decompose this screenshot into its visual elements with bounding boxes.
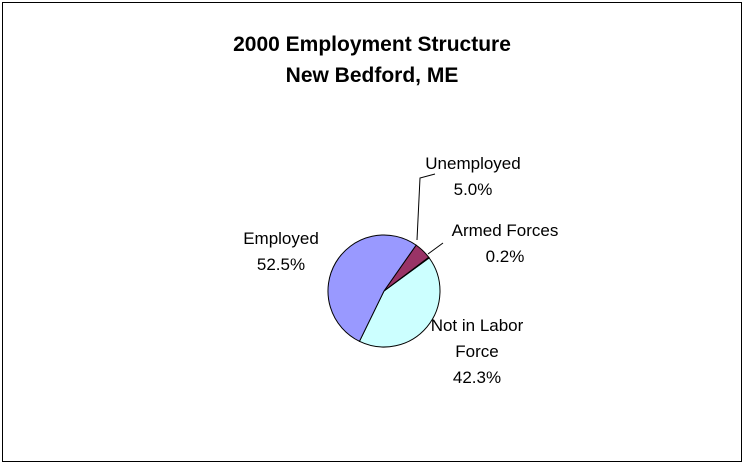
chart-subtitle: New Bedford, ME (286, 64, 459, 87)
slice-name-label: Unemployed (425, 154, 520, 173)
leader-lines (416, 173, 444, 255)
slice-value-label: 0.2% (486, 247, 525, 266)
chart-title: 2000 Employment Structure (233, 33, 511, 56)
slice-label-armed-forces: Armed Forces 0.2% (452, 221, 559, 266)
slice-value-label: 5.0% (454, 180, 493, 199)
pie-chart: 2000 Employment Structure New Bedford, M… (233, 33, 558, 387)
slice-labels: Employed 52.5% Unemployed 5.0% Armed Forces 0… (243, 154, 558, 387)
pie-slice-employed (327, 234, 417, 342)
slice-value-label: 42.3% (453, 368, 501, 387)
pie-slice-not-in-labor-force (358, 257, 441, 348)
slice-name-label: Force (455, 342, 498, 361)
slice-label-employed: Employed 52.5% (243, 229, 319, 274)
slice-value-label: 52.5% (257, 255, 305, 274)
slice-label-not-in-labor-force: Not in Labor Force 42.3% (431, 316, 524, 387)
leader-line-unemployed (416, 173, 436, 241)
leader-line-armed-forces (427, 242, 444, 255)
pie-slices (327, 234, 441, 348)
slice-name-label: Not in Labor (431, 316, 524, 335)
slice-name-label: Employed (243, 229, 319, 248)
slice-label-unemployed: Unemployed 5.0% (425, 154, 520, 199)
slice-name-label: Armed Forces (452, 221, 559, 240)
